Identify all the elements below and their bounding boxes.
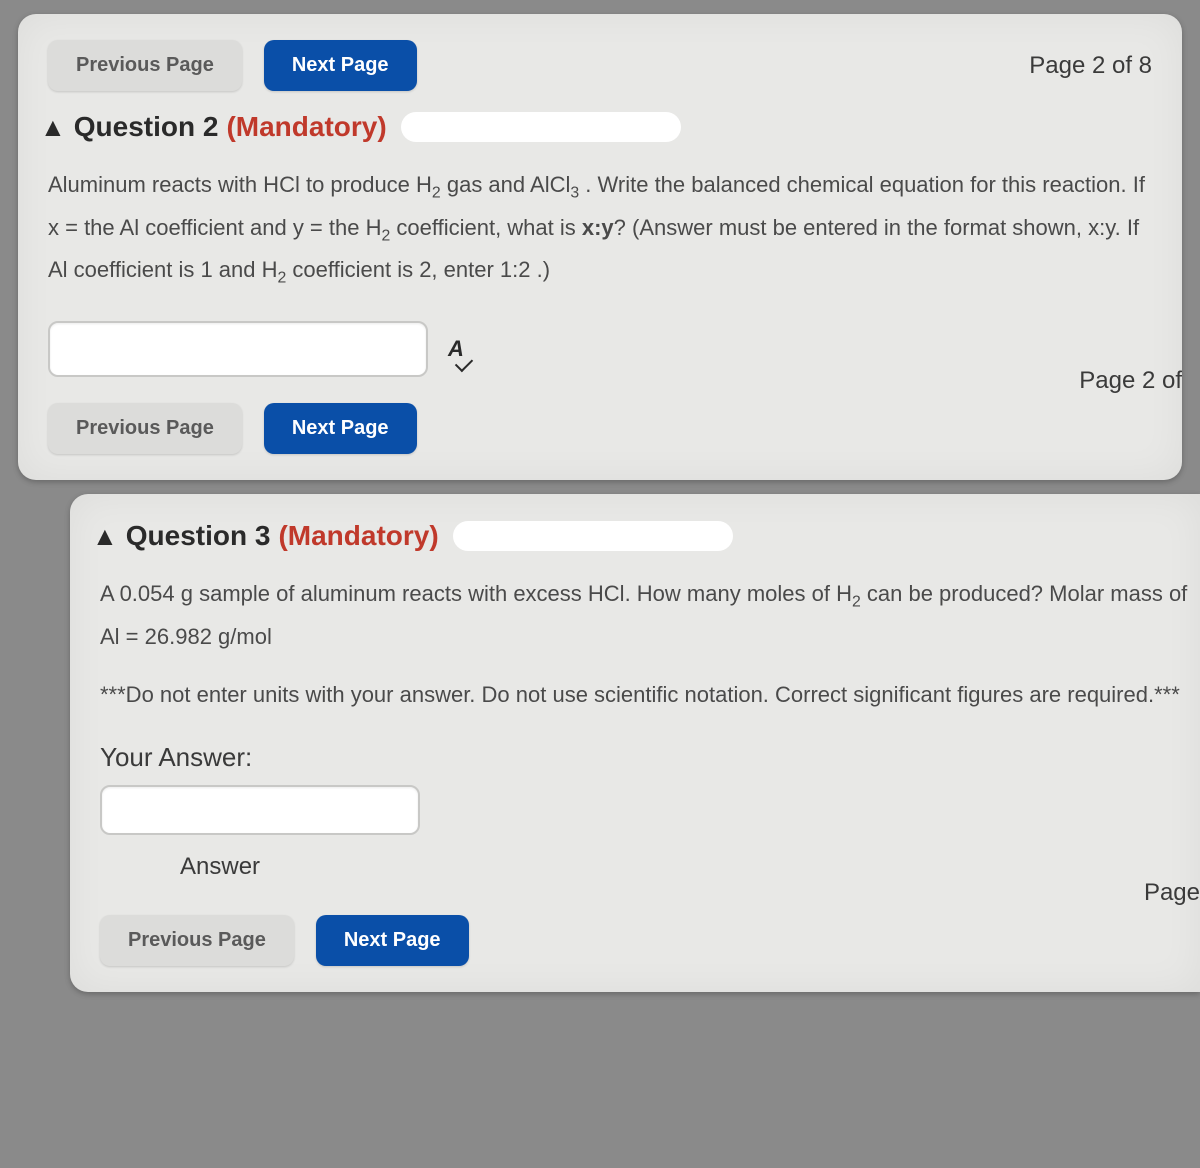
next-page-button[interactable]: Next Page [264,403,417,454]
question-body: Aluminum reacts with HCl to produce H2 g… [48,165,1152,293]
question-header: ▲ Question 3 (Mandatory) [92,520,1190,552]
spellcheck-icon[interactable]: A [448,336,464,362]
question-2-card: Previous Page Next Page Page 2 of 8 ▲ Qu… [18,14,1182,480]
warning-icon: ▲ [92,521,118,552]
nav-bottom: Previous Page Next Page Page 2 of [48,403,1152,454]
previous-page-button[interactable]: Previous Page [48,403,242,454]
next-page-button[interactable]: Next Page [316,915,469,966]
question-note: ***Do not enter units with your answer. … [100,675,1190,716]
warning-icon: ▲ [40,112,66,143]
answer-input[interactable] [100,785,420,835]
your-answer-label: Your Answer: [100,742,1190,773]
page-indicator: Page 2 of [1079,367,1182,395]
mandatory-label: (Mandatory) [226,111,386,143]
question-title: Question 2 [74,111,219,143]
answer-input[interactable] [48,321,428,377]
answer-label: Answer [180,853,1190,881]
previous-page-button[interactable]: Previous Page [100,915,294,966]
next-page-button[interactable]: Next Page [264,40,417,91]
question-3-card: ▲ Question 3 (Mandatory) A 0.054 g sampl… [70,494,1200,992]
answer-input-row [100,785,1190,835]
nav-top: Previous Page Next Page Page 2 of 8 [48,40,1152,91]
redacted-area [401,112,681,142]
question-title: Question 3 [126,520,271,552]
redacted-area [453,521,733,551]
answer-input-row: A [48,321,1152,377]
question-body: A 0.054 g sample of aluminum reacts with… [100,574,1190,657]
page-indicator: Page 2 of 8 [1029,52,1152,80]
page-indicator: Page [1144,879,1200,907]
nav-bottom: Previous Page Next Page Page [100,915,1190,966]
question-header: ▲ Question 2 (Mandatory) [40,111,1152,143]
mandatory-label: (Mandatory) [278,520,438,552]
previous-page-button[interactable]: Previous Page [48,40,242,91]
